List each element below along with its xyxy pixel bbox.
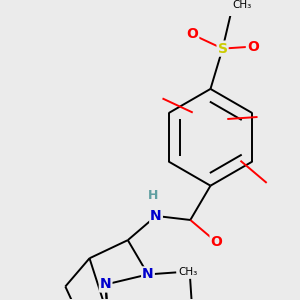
Text: N: N (150, 209, 162, 223)
Text: O: O (247, 40, 259, 54)
Text: O: O (211, 235, 223, 249)
Text: N: N (142, 267, 154, 281)
Text: CH₃: CH₃ (178, 267, 197, 278)
Text: N: N (100, 278, 112, 292)
Text: O: O (186, 28, 198, 41)
Text: S: S (218, 42, 228, 56)
Text: H: H (148, 189, 158, 202)
Text: CH₃: CH₃ (233, 0, 252, 10)
